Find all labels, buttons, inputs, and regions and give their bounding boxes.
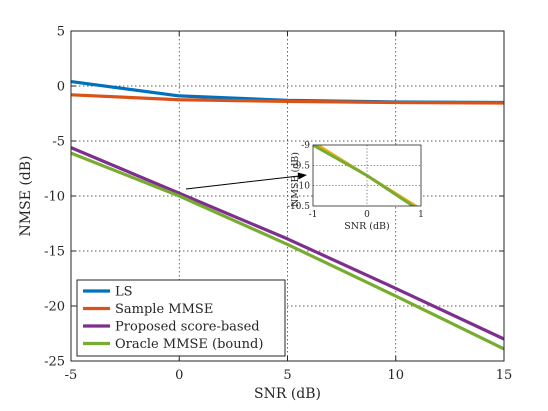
inset-x-tick-label: 0: [364, 210, 370, 220]
inset-y-tick-label: -10.5: [287, 202, 310, 212]
x-tick-label: 0: [175, 368, 183, 383]
y-tick-label: 0: [57, 80, 65, 95]
y-tick-label: 5: [57, 25, 65, 40]
inset-x-tick-label: -1: [309, 210, 318, 220]
inset-y-tick-label: -9.5: [293, 161, 311, 171]
legend-label-sample-mmse: Sample MMSE: [115, 302, 213, 317]
arrow-shaft: [185, 175, 302, 190]
inset-y-axis-label: NMSE (dB): [290, 152, 301, 207]
legend-label-oracle-mmse-bound: Oracle MMSE (bound): [115, 337, 263, 352]
inset-ticks: -1 0 1-9-9.5-10-10.5: [287, 141, 424, 220]
x-tick-label: 5: [283, 368, 291, 383]
inset-axes-frame: [312, 144, 422, 207]
inset-grid: [313, 145, 421, 206]
x-axis-label: SNR (dB): [254, 386, 321, 402]
x-tick-label: 10: [387, 368, 404, 383]
legend-box: [76, 279, 286, 357]
inset-y-tick-label: -10: [296, 182, 311, 192]
series-line-sample-mmse: [70, 93, 505, 105]
y-tick-label: -15: [44, 245, 65, 260]
legend: LS Sample MMSE Proposed score-based Oracle …: [76, 279, 286, 357]
inset-series-line-oracle-mmse-bound: [313, 145, 416, 206]
y-axis-label: NMSE (dB): [18, 155, 34, 236]
arrow-head: [297, 172, 307, 180]
legend-label-proposed-score-based: Proposed score-based: [115, 320, 260, 335]
inset-y-tick-label: -9: [301, 141, 310, 151]
inset-x-axis-label: SNR (dB): [344, 221, 389, 232]
series-line-oracle-mmse-bound: [70, 151, 505, 351]
inset-x-tick-label: 1: [418, 210, 424, 220]
y-tick-label: -20: [44, 300, 65, 315]
y-tick-label: -5: [52, 135, 65, 150]
legend-label-ls: LS: [115, 285, 133, 300]
x-tick-label: 15: [496, 368, 513, 383]
zoom-arrow: [185, 172, 307, 190]
inset-series-group: [313, 145, 419, 206]
inset-zoom: -1 0 1-9-9.5-10-10.5 SNR (dB) NMSE (dB): [287, 141, 424, 232]
main-series-group: [70, 80, 505, 351]
y-tick-label: -10: [44, 190, 65, 205]
y-tick-label: -25: [44, 355, 65, 370]
x-tick-label: -5: [65, 368, 78, 383]
series-line-proposed-score-based: [70, 146, 505, 341]
